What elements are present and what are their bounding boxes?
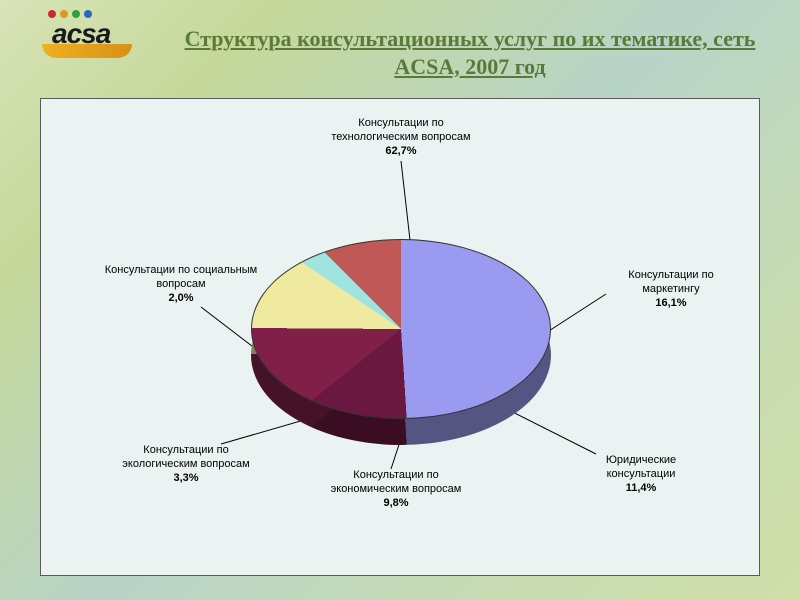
slice-label: Консультации по технологическим вопросам… xyxy=(316,117,486,158)
slice-label: Консультации по социальным вопросам2,0% xyxy=(101,264,261,305)
chart-frame: Консультации по технологическим вопросам… xyxy=(40,98,760,576)
page-title: Структура консультационных услуг по их т… xyxy=(180,25,760,80)
slice-label: Консультации по экономическим вопросам9,… xyxy=(321,469,471,510)
logo-dot xyxy=(72,10,80,18)
logo-dot xyxy=(60,10,68,18)
logo-dot xyxy=(84,10,92,18)
slice-label: Консультации по экологическим вопросам3,… xyxy=(111,444,261,485)
slice-label: Юридические консультации11,4% xyxy=(571,454,711,495)
slice-label: Консультации по маркетингу16,1% xyxy=(606,269,736,310)
pie-chart xyxy=(251,239,551,449)
logo-dots xyxy=(48,10,92,18)
logo-arc xyxy=(42,44,132,58)
logo-dot xyxy=(48,10,56,18)
pie-top xyxy=(251,239,551,419)
